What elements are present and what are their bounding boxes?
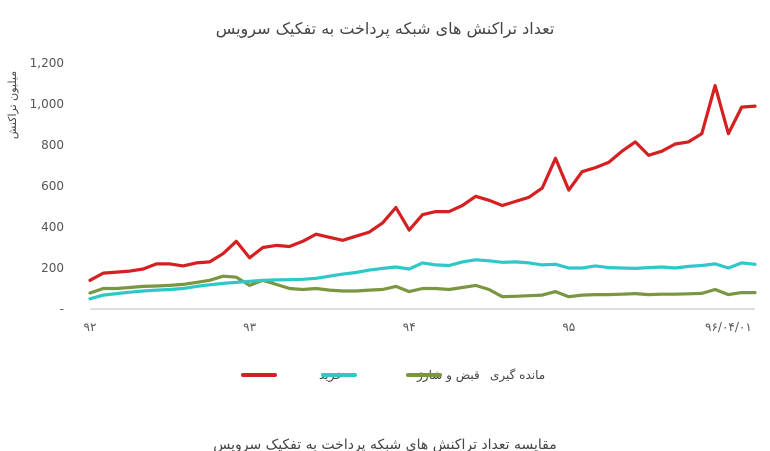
- x-tick-label: ۹۴: [403, 320, 416, 334]
- series-line-1: [88, 258, 757, 301]
- y-tick-label: 1,200: [30, 56, 64, 70]
- series-line-2: [88, 274, 757, 299]
- caption: مقایسه تعداد تراکنش های شبکه پرداخت به ت…: [213, 437, 557, 451]
- x-tick-labels: ۹۲ ۹۳ ۹۴ ۹۵ ۹۶/۰۴/۰۱: [84, 320, 752, 334]
- y-tick-label: 400: [41, 220, 64, 234]
- x-tick-label: ۹۶/۰۴/۰۱: [705, 320, 752, 334]
- y-tick-label: 1,000: [30, 97, 64, 111]
- legend-label: مانده گیری: [490, 368, 545, 383]
- series-line-0: [88, 83, 757, 282]
- y-tick-label: 600: [41, 179, 64, 193]
- legend-label: قبض و شارژ: [416, 368, 480, 383]
- series-lines: [88, 83, 757, 301]
- chart-title: تعداد تراکنش های شبکه پرداخت به تفکیک سر…: [216, 19, 555, 39]
- x-tick-label: ۹۳: [243, 320, 256, 334]
- y-tick-label: 800: [41, 138, 64, 152]
- y-tick-label: -: [60, 302, 64, 316]
- y-tick-labels: - 200 400 600 800 1,000 1,200: [30, 56, 64, 316]
- y-axis-label: میلیون تراکنش: [6, 71, 19, 139]
- x-tick-label: ۹۲: [84, 320, 97, 334]
- x-tick-label: ۹۵: [562, 320, 575, 334]
- y-tick-label: 200: [41, 261, 64, 275]
